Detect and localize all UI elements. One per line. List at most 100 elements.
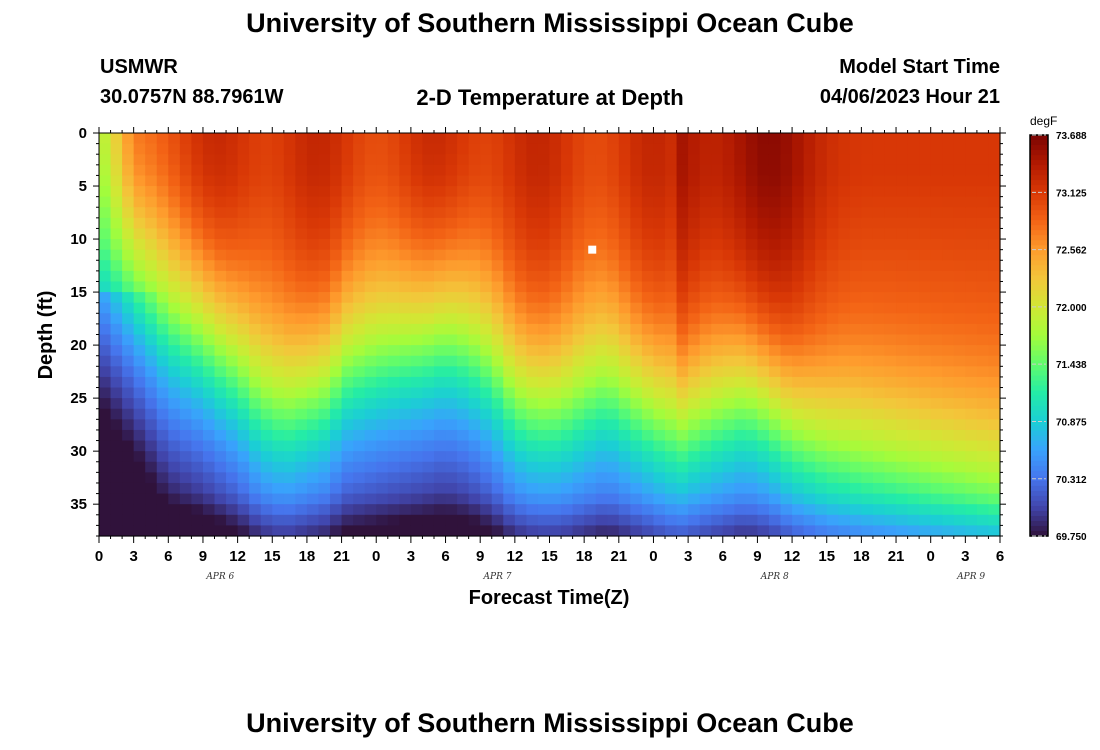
heatmap-cell	[272, 239, 285, 251]
heatmap-cell	[468, 186, 481, 198]
heatmap-cell	[376, 196, 389, 208]
colorbar-segment	[1030, 520, 1048, 527]
heatmap-cell	[491, 398, 504, 410]
heatmap-cell	[387, 366, 400, 378]
heatmap-cell	[364, 345, 377, 357]
heatmap-cell	[549, 504, 562, 516]
heatmap-cell	[410, 133, 424, 145]
footer-title: University of Southern Mississippi Ocean…	[246, 708, 854, 738]
heatmap-cell	[376, 217, 389, 230]
heatmap-cell	[907, 514, 920, 526]
heatmap-cell	[676, 334, 689, 346]
heatmap-cell	[872, 281, 886, 293]
heatmap-cell	[768, 154, 782, 166]
heatmap-cell	[480, 239, 493, 251]
heatmap-cell	[283, 186, 296, 198]
colorbar-segment	[1030, 425, 1048, 432]
heatmap-cell	[306, 408, 320, 420]
heatmap-cell	[283, 525, 296, 537]
heatmap-cell	[861, 472, 874, 484]
heatmap-cell	[537, 472, 551, 484]
heatmap-cell	[202, 207, 216, 219]
heatmap-cell	[907, 175, 920, 187]
heatmap-cell	[410, 323, 424, 336]
heatmap-cell	[965, 207, 978, 219]
heatmap-cell	[387, 217, 400, 230]
heatmap-cell	[179, 260, 193, 272]
heatmap-cell	[364, 143, 377, 155]
heatmap-cell	[907, 440, 920, 452]
heatmap-cell	[757, 154, 770, 166]
heatmap-cell	[237, 376, 250, 389]
heatmap-cell	[480, 376, 493, 389]
heatmap-cell	[237, 504, 250, 516]
heatmap-cell	[249, 292, 262, 304]
heatmap-cell	[976, 281, 990, 293]
heatmap-cell	[838, 493, 851, 505]
heatmap-cell	[191, 345, 204, 357]
heatmap-cell	[503, 133, 516, 145]
heatmap-cell	[445, 525, 458, 537]
heatmap-cell	[896, 196, 909, 208]
heatmap-cell	[306, 355, 320, 367]
heatmap-cell	[722, 355, 735, 367]
heatmap-cell	[526, 292, 539, 304]
heatmap-cell	[514, 440, 527, 452]
heatmap-cell	[838, 408, 851, 420]
heatmap-cell	[849, 217, 862, 230]
heatmap-cell	[942, 196, 955, 208]
heatmap-cell	[133, 281, 146, 293]
heatmap-cell	[191, 514, 204, 526]
heatmap-cell	[341, 398, 354, 410]
heatmap-cell	[145, 419, 158, 431]
heatmap-cell	[156, 408, 169, 420]
heatmap-cell	[237, 302, 250, 314]
colorbar-segment	[1030, 470, 1048, 477]
heatmap-cell	[607, 355, 620, 367]
heatmap-cell	[676, 249, 689, 261]
heatmap-cell	[503, 493, 516, 505]
heatmap-cell	[202, 366, 216, 378]
heatmap-cell	[757, 313, 770, 325]
heatmap-cell	[572, 366, 585, 378]
heatmap-cell	[237, 472, 250, 484]
heatmap-cell	[930, 270, 943, 283]
heatmap-cell	[757, 387, 770, 399]
heatmap-cell	[676, 143, 689, 155]
heatmap-cell	[387, 313, 400, 325]
heatmap-cell	[549, 387, 562, 399]
heatmap-cell	[745, 366, 759, 378]
heatmap-cell	[595, 260, 608, 272]
heatmap-cell	[549, 461, 562, 473]
heatmap-cell	[122, 482, 135, 495]
heatmap-cell	[445, 292, 458, 304]
heatmap-cell	[133, 133, 146, 145]
heatmap-cell	[884, 143, 897, 155]
heatmap-cell	[618, 260, 631, 272]
heatmap-cell	[468, 525, 481, 537]
heatmap-cell	[884, 408, 897, 420]
heatmap-cell	[803, 133, 816, 145]
heatmap-cell	[896, 408, 909, 420]
heatmap-cell	[202, 133, 216, 145]
heatmap-cell	[283, 260, 296, 272]
heatmap-cell	[919, 133, 932, 145]
heatmap-cell	[607, 207, 620, 219]
heatmap-cell	[572, 408, 585, 420]
heatmap-cell	[803, 514, 816, 526]
heatmap-cell	[433, 461, 447, 473]
heatmap-cell	[399, 366, 412, 378]
heatmap-cell	[191, 196, 204, 208]
heatmap-cell	[792, 313, 805, 325]
heatmap-cell	[861, 334, 874, 346]
heatmap-cell	[295, 440, 308, 452]
heatmap-cell	[942, 207, 955, 219]
heatmap-cell	[272, 408, 285, 420]
heatmap-cell	[815, 323, 828, 336]
heatmap-cell	[191, 323, 204, 336]
heatmap-cell	[341, 345, 354, 357]
heatmap-cell	[653, 419, 666, 431]
heatmap-cell	[387, 334, 400, 346]
heatmap-cell	[364, 249, 377, 261]
heatmap-cell	[872, 366, 886, 378]
